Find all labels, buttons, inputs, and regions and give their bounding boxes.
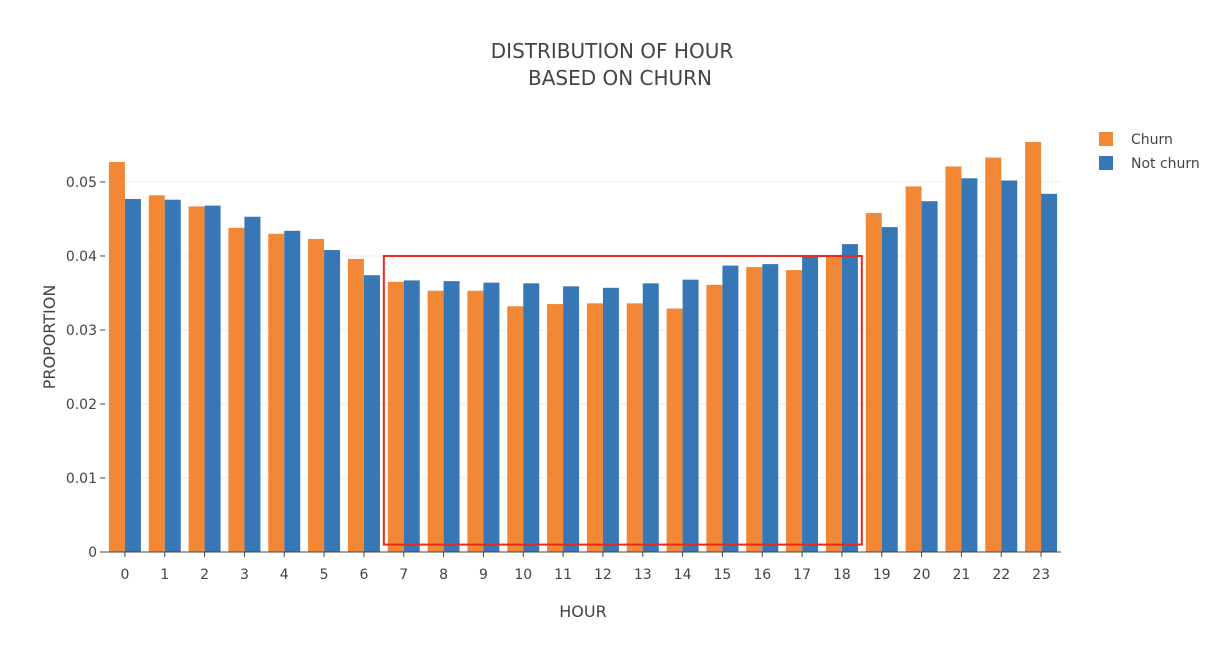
x-tick-label: 23: [1032, 567, 1050, 583]
legend-label-not-churn[interactable]: Not churn: [1131, 156, 1200, 172]
bar-churn-hour-2[interactable]: [188, 206, 205, 552]
x-tick-label: 22: [992, 567, 1010, 583]
x-tick-label: 3: [240, 567, 249, 583]
bar-not-churn-hour-9[interactable]: [483, 282, 500, 552]
x-tick-label: 8: [439, 567, 448, 583]
x-tick-label: 7: [399, 567, 408, 583]
bar-not-churn-hour-3[interactable]: [244, 216, 261, 552]
bar-not-churn-hour-15[interactable]: [722, 265, 739, 552]
bars: [108, 142, 1058, 553]
bar-churn-hour-18[interactable]: [825, 255, 842, 552]
bar-not-churn-hour-11[interactable]: [563, 286, 580, 552]
bar-churn-hour-19[interactable]: [865, 213, 882, 552]
bar-churn-hour-5[interactable]: [308, 238, 325, 552]
x-tick-label: 15: [714, 567, 732, 583]
x-axis-ticks: 0 1 2 3 4 5 6 7 8 9 10 11 12 13 14 15 16 17 18 19 20 21 22 23: [120, 552, 1050, 583]
x-tick-label: 14: [674, 567, 692, 583]
bar-churn-hour-16[interactable]: [746, 267, 763, 552]
bar-churn-hour-6[interactable]: [347, 258, 364, 552]
bar-churn-hour-9[interactable]: [467, 290, 484, 552]
x-tick-label: 11: [554, 567, 572, 583]
bar-churn-hour-1[interactable]: [148, 195, 165, 552]
bar-churn-hour-14[interactable]: [666, 308, 683, 552]
x-tick-label: 1: [160, 567, 169, 583]
bar-not-churn-hour-8[interactable]: [443, 281, 460, 552]
x-tick-label: 2: [200, 567, 209, 583]
bar-churn-hour-17[interactable]: [786, 270, 803, 552]
x-tick-label: 18: [833, 567, 851, 583]
y-tick-label: 0.05: [66, 175, 97, 191]
y-axis-title: PROPORTION: [40, 285, 59, 390]
x-tick-label: 9: [479, 567, 488, 583]
bar-not-churn-hour-7[interactable]: [403, 280, 420, 552]
y-tick-label: 0.04: [66, 249, 97, 265]
highlight-box: [382, 254, 863, 546]
y-tick-label: 0.01: [66, 471, 97, 487]
bar-not-churn-hour-16[interactable]: [762, 264, 779, 552]
bar-churn-hour-8[interactable]: [427, 290, 444, 552]
x-tick-label: 19: [873, 567, 891, 583]
chart-title-line-2: BASED ON CHURN: [528, 66, 712, 90]
x-tick-label: 20: [913, 567, 931, 583]
bar-not-churn-hour-1[interactable]: [164, 199, 181, 552]
x-axis-title: HOUR: [559, 602, 606, 621]
bar-not-churn-hour-14[interactable]: [682, 279, 699, 552]
bar-not-churn-hour-18[interactable]: [841, 244, 858, 553]
x-tick-label: 13: [634, 567, 652, 583]
y-axis-ticks: 0 0.01 0.02 0.03 0.04 0.05: [66, 175, 105, 561]
bar-churn-hour-10[interactable]: [507, 306, 524, 552]
bar-churn-hour-20[interactable]: [905, 186, 922, 552]
bar-churn-hour-21[interactable]: [945, 166, 962, 553]
x-tick-label: 17: [793, 567, 811, 583]
y-tick-label: 0: [88, 545, 97, 561]
legend-swatch-not-churn[interactable]: [1099, 156, 1113, 170]
bar-churn-hour-12[interactable]: [586, 303, 603, 552]
x-tick-label: 16: [753, 567, 771, 583]
x-tick-label: 0: [120, 567, 129, 583]
chart-title-line-1: DISTRIBUTION OF HOUR: [491, 39, 734, 63]
bar-churn-hour-22[interactable]: [985, 157, 1002, 553]
bar-not-churn-hour-12[interactable]: [602, 287, 619, 552]
bar-churn-hour-3[interactable]: [228, 227, 245, 552]
bar-churn-hour-23[interactable]: [1025, 142, 1042, 552]
bar-not-churn-hour-23[interactable]: [1041, 193, 1058, 552]
bar-not-churn-hour-0[interactable]: [124, 198, 141, 552]
bar-not-churn-hour-17[interactable]: [802, 256, 819, 552]
bar-churn-hour-7[interactable]: [387, 281, 404, 552]
legend-swatch-churn[interactable]: [1099, 132, 1113, 146]
x-tick-label: 10: [514, 567, 532, 583]
bar-churn-hour-4[interactable]: [268, 233, 285, 552]
bar-not-churn-hour-6[interactable]: [363, 275, 380, 552]
bar-churn-hour-15[interactable]: [706, 284, 723, 552]
bar-churn-hour-0[interactable]: [108, 161, 125, 553]
bar-not-churn-hour-22[interactable]: [1001, 180, 1018, 552]
highlight-layer: [382, 254, 863, 546]
bar-churn-hour-11[interactable]: [547, 304, 564, 552]
bar-not-churn-hour-4[interactable]: [284, 230, 301, 553]
bar-not-churn-hour-21[interactable]: [961, 178, 978, 552]
bar-not-churn-hour-19[interactable]: [881, 227, 898, 552]
bar-not-churn-hour-10[interactable]: [523, 283, 540, 552]
bar-not-churn-hour-2[interactable]: [204, 205, 221, 552]
gridlines: [105, 181, 1061, 479]
x-tick-label: 6: [359, 567, 368, 583]
bar-churn-hour-13[interactable]: [626, 303, 643, 552]
legend-label-churn[interactable]: Churn: [1131, 132, 1173, 148]
y-tick-label: 0.03: [66, 323, 97, 339]
y-tick-label: 0.02: [66, 397, 97, 413]
x-tick-label: 12: [594, 567, 612, 583]
legend: Churn Not churn: [1099, 132, 1200, 172]
bar-not-churn-hour-20[interactable]: [921, 201, 938, 552]
x-tick-label: 21: [953, 567, 971, 583]
x-tick-label: 5: [320, 567, 329, 583]
x-tick-label: 4: [280, 567, 289, 583]
bar-not-churn-hour-13[interactable]: [642, 283, 659, 552]
bar-not-churn-hour-5[interactable]: [324, 250, 341, 552]
